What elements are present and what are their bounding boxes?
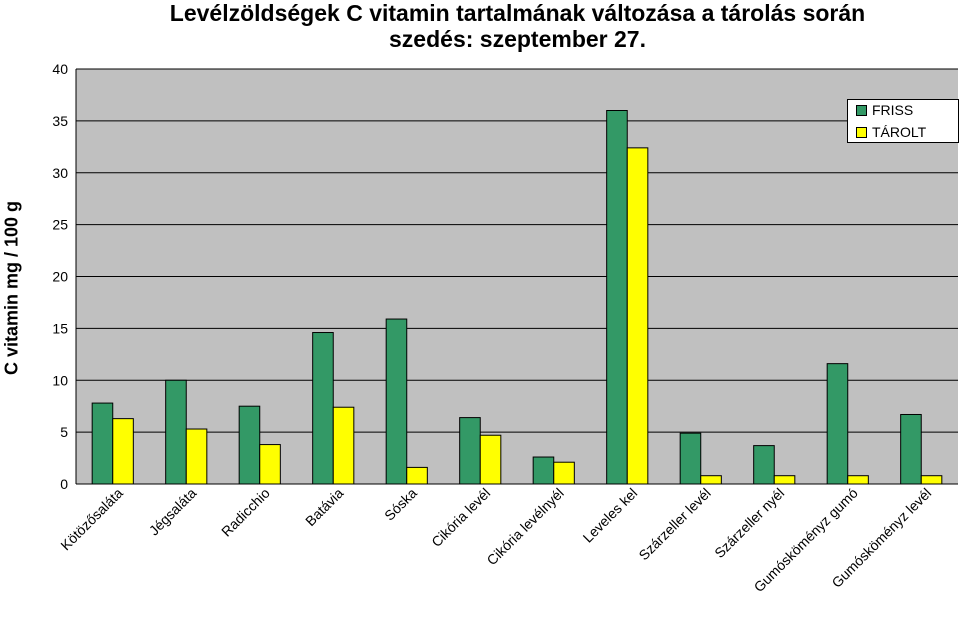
y-tick-label: 25 — [52, 217, 68, 233]
y-tick-label: 10 — [52, 372, 68, 388]
x-tick-label: Kötözősaláta — [57, 485, 126, 554]
legend: FRISS TÁROLT — [847, 99, 959, 143]
bars — [91, 110, 943, 485]
y-axis-label-text: C vitamin mg / 100 g — [1, 200, 22, 376]
bar-friss — [238, 405, 261, 485]
bar-tarolt — [553, 461, 575, 485]
y-tick-label: 30 — [52, 165, 68, 181]
legend-label-tarolt: TÁROLT — [872, 124, 927, 140]
bar-tarolt — [185, 428, 208, 485]
x-tick-label: Leveles kel — [580, 485, 641, 546]
bar-tarolt — [847, 475, 869, 485]
legend-label-friss: FRISS — [872, 102, 914, 118]
bar-tarolt — [259, 444, 281, 485]
bar-friss — [312, 332, 334, 485]
bar-friss — [165, 379, 187, 485]
bar-friss — [900, 413, 922, 485]
x-tick-label: Cikória levélnyél — [483, 485, 566, 568]
y-tick-label: 40 — [52, 61, 68, 77]
bar-friss — [679, 432, 702, 485]
legend-swatch-tarolt — [856, 126, 867, 138]
chart-title: Levélzöldségek C vitamin tartalmának vál… — [169, 0, 866, 26]
x-tick-label: Cikória levél — [428, 485, 493, 550]
y-axis-label: C vitamin mg / 100 g — [2, 201, 22, 375]
bar-tarolt — [406, 466, 428, 485]
bar-friss — [91, 402, 114, 485]
legend-item-friss: FRISS — [856, 101, 913, 119]
y-tick-label: 35 — [52, 113, 68, 129]
bar-friss — [532, 456, 555, 485]
y-axis-ticks: 0 5 10 15 20 25 30 35 40 — [52, 61, 68, 492]
x-tick-label: Szárzeller levél — [635, 485, 713, 563]
y-tick-label: 20 — [52, 269, 68, 285]
bar-friss — [459, 417, 481, 485]
y-tick-label: 0 — [60, 476, 68, 492]
x-tick-label: Sóska — [381, 485, 420, 524]
bar-friss — [753, 445, 775, 485]
x-tick-label: Batávia — [302, 485, 346, 529]
bar-tarolt — [700, 475, 722, 485]
bar-tarolt — [479, 434, 502, 485]
x-tick-label: Jégsaláta — [146, 485, 200, 539]
bar-friss — [826, 363, 849, 485]
y-tick-label: 15 — [52, 320, 68, 336]
x-axis-ticks: Kötözősaláta Jégsaláta Radicchio Batávia Sós… — [57, 485, 934, 595]
chart-subtitle: szedés: szeptember 27. — [389, 26, 646, 52]
bar-tarolt — [920, 475, 943, 485]
legend-swatch-friss — [856, 104, 867, 116]
gridlines — [75, 68, 958, 485]
bar-tarolt — [112, 418, 134, 485]
bar-friss — [606, 110, 628, 485]
bar-tarolt — [332, 406, 355, 485]
bar-friss — [385, 318, 408, 485]
legend-item-tarolt: TÁROLT — [856, 123, 926, 141]
x-tick-label: Radicchio — [218, 485, 273, 540]
bar-tarolt — [773, 475, 796, 485]
bar-tarolt — [626, 147, 649, 485]
y-tick-label: 5 — [60, 424, 68, 440]
x-tick-label: Szárzeller nyél — [711, 485, 787, 561]
